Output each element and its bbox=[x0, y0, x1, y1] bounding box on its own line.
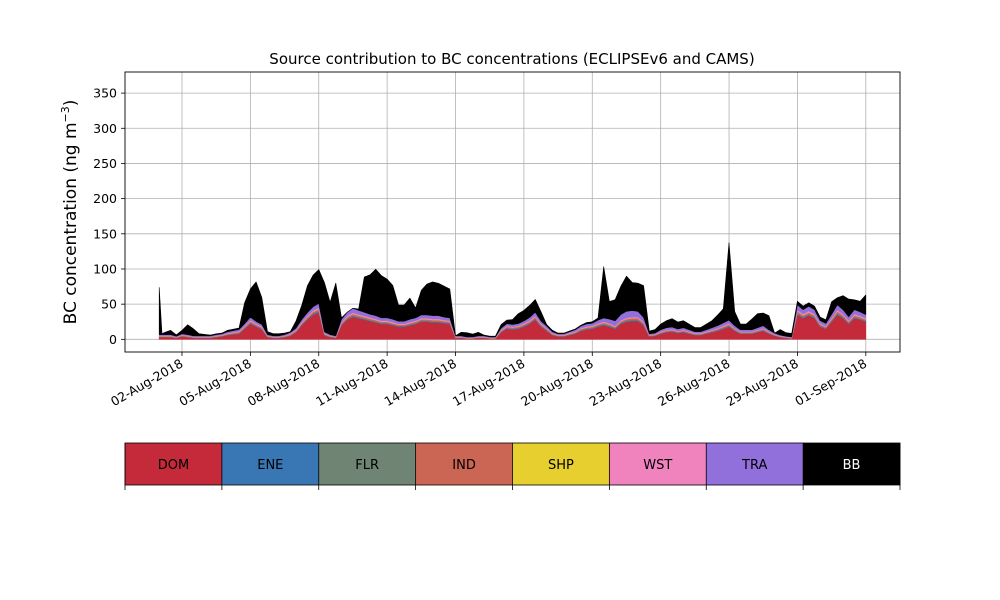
x-tick-label: 02-Aug-2018 bbox=[108, 356, 186, 409]
y-tick-label: 350 bbox=[93, 86, 117, 101]
y-tick-label: 100 bbox=[93, 261, 117, 276]
legend-swatch-wst bbox=[609, 443, 707, 485]
y-tick-label: 300 bbox=[93, 121, 117, 136]
legend-swatch-ene bbox=[221, 443, 319, 485]
y-axis-label-superscript: −3 bbox=[59, 106, 72, 122]
area-bb bbox=[158, 242, 867, 338]
y-axis-ticks: 0 50 100 150 200 250 300 350 bbox=[93, 86, 125, 347]
y-axis-label: BC concentration (ng m−3) bbox=[59, 100, 81, 325]
legend-label-flr: FLR bbox=[355, 458, 379, 473]
y-axis-label-close: ) bbox=[61, 100, 81, 107]
y-tick-label: 0 bbox=[109, 332, 117, 347]
x-tick-label: 11-Aug-2018 bbox=[313, 356, 391, 409]
x-tick-label: 26-Aug-2018 bbox=[655, 356, 733, 409]
x-tick-label: 23-Aug-2018 bbox=[587, 356, 665, 409]
x-tick-label: 08-Aug-2018 bbox=[245, 356, 323, 409]
legend-swatch-ind bbox=[415, 443, 513, 485]
legend-label-tra: TRA bbox=[741, 458, 767, 473]
legend-label-wst: WST bbox=[643, 458, 672, 473]
legend-swatch-dom bbox=[125, 443, 222, 485]
legend-swatch-flr bbox=[318, 443, 416, 485]
x-tick-label: 01-Sep-2018 bbox=[792, 356, 869, 409]
legend-swatch-shp bbox=[512, 443, 610, 485]
legend-swatch-bb bbox=[803, 443, 900, 485]
legend-frame bbox=[124, 442, 901, 486]
y-tick-label: 50 bbox=[101, 297, 117, 312]
legend-label-bb: BB bbox=[843, 458, 861, 473]
plot-area-frame bbox=[124, 71, 901, 353]
chart-title: Source contribution to BC concentrations… bbox=[269, 50, 754, 68]
legend-swatch-tra bbox=[706, 443, 804, 485]
x-tick-label: 14-Aug-2018 bbox=[381, 356, 459, 409]
legend-label-dom: DOM bbox=[158, 458, 189, 473]
y-axis-label-text: BC concentration (ng m bbox=[61, 122, 81, 324]
x-tick-label: 29-Aug-2018 bbox=[723, 356, 801, 409]
x-tick-label: 05-Aug-2018 bbox=[176, 356, 254, 409]
stacked-area-layer bbox=[158, 242, 867, 340]
y-tick-label: 200 bbox=[93, 191, 117, 206]
y-tick-label: 150 bbox=[93, 226, 117, 241]
x-tick-label: 17-Aug-2018 bbox=[450, 356, 528, 409]
x-tick-label: 20-Aug-2018 bbox=[518, 356, 596, 409]
legend-label-ind: IND bbox=[452, 458, 476, 473]
legend-label-ene: ENE bbox=[257, 458, 283, 473]
legend-label-shp: SHP bbox=[548, 458, 574, 473]
x-axis-ticks: 02-Aug-201805-Aug-201808-Aug-201811-Aug-… bbox=[108, 352, 869, 409]
color-legend-bar: DOM ENE FLR IND SHP WST TRA BB bbox=[124, 442, 901, 490]
y-tick-label: 250 bbox=[93, 156, 117, 171]
grid-lines bbox=[125, 72, 900, 352]
